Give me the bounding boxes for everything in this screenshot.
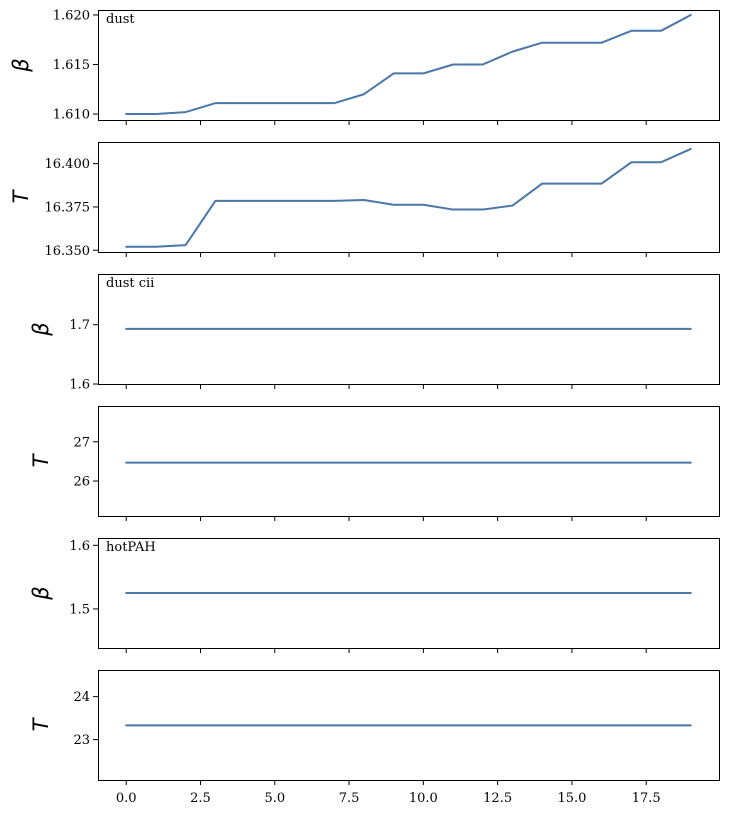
x-tick-label: 12.5 (483, 791, 512, 806)
axes-frame (98, 670, 720, 781)
axes-frame (98, 406, 720, 517)
y-tick-label: 1.6 (69, 539, 90, 554)
axes-frame (98, 274, 720, 385)
y-tick-label: 24 (73, 690, 90, 705)
panel-1: 1.610 1.615 1.620 β dust (9, 8, 720, 125)
y-tick-label: 1.6 (69, 378, 90, 393)
y-axis-label: β (29, 322, 53, 336)
y-tick-label: 1.7 (69, 318, 90, 333)
x-tick-label: 7.5 (339, 791, 360, 806)
x-tick-label: 15.0 (557, 791, 586, 806)
series-line (125, 147, 692, 248)
x-tick-label: 2.5 (190, 791, 211, 806)
panel-6: 23 24 0.0 2.5 5.0 7.5 10.0 12.5 15.0 17.5 T (29, 670, 720, 806)
panel-title: hotPAH (106, 540, 156, 555)
x-tick-label: 10.0 (409, 791, 438, 806)
panel-2: 16.350 16.375 16.400 T (9, 142, 720, 259)
y-tick-label: 16.350 (45, 244, 91, 259)
panel-5: 1.5 1.6 β hotPAH (29, 538, 720, 653)
y-axis-label: T (9, 188, 33, 203)
x-tick-label: 5.0 (264, 791, 285, 806)
panel-4: 26 27 T (29, 406, 720, 521)
series-line (125, 13, 692, 116)
panel-title: dust (106, 12, 135, 27)
y-axis-label: T (29, 716, 53, 731)
axes-frame (98, 10, 720, 121)
axes-frame (98, 538, 720, 649)
y-axis-label: β (9, 58, 33, 72)
y-tick-label: 1.615 (53, 58, 90, 73)
y-tick-label: 26 (73, 475, 90, 490)
x-tick-label: 17.5 (632, 791, 661, 806)
y-tick-label: 23 (73, 733, 90, 748)
y-tick-label: 1.5 (69, 602, 90, 617)
y-tick-label: 16.400 (45, 157, 91, 172)
y-axis-label: β (29, 586, 53, 600)
y-tick-label: 16.375 (45, 200, 91, 215)
axes-frame (98, 142, 720, 253)
y-axis-label: T (29, 452, 53, 467)
y-tick-label: 1.610 (53, 108, 90, 123)
y-tick-label: 1.620 (53, 8, 90, 23)
y-tick-label: 27 (73, 435, 90, 450)
x-tick-label: 0.0 (116, 791, 137, 806)
panel-title: dust cii (106, 276, 154, 291)
panel-3: 1.6 1.7 β dust cii (29, 274, 720, 393)
